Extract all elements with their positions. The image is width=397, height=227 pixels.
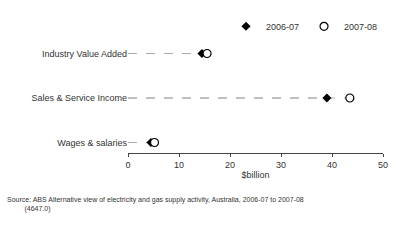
- svg-text:Wages & salaries: Wages & salaries: [57, 138, 127, 148]
- svg-text:10: 10: [174, 160, 184, 170]
- svg-text:50: 50: [378, 160, 388, 170]
- svg-text:Source: ABS Alternative view o: Source: ABS Alternative view of electric…: [7, 196, 304, 213]
- svg-text:2006-07: 2006-07: [266, 22, 299, 32]
- svg-text:40: 40: [327, 160, 337, 170]
- svg-text:$billion: $billion: [241, 170, 269, 180]
- svg-text:30: 30: [276, 160, 286, 170]
- svg-text:Industry Value Added: Industry Value Added: [42, 49, 127, 59]
- svg-text:20: 20: [225, 160, 235, 170]
- svg-text:2007-08: 2007-08: [344, 22, 377, 32]
- svg-text:0: 0: [125, 160, 130, 170]
- svg-text:Sales & Service Income: Sales & Service Income: [31, 93, 127, 103]
